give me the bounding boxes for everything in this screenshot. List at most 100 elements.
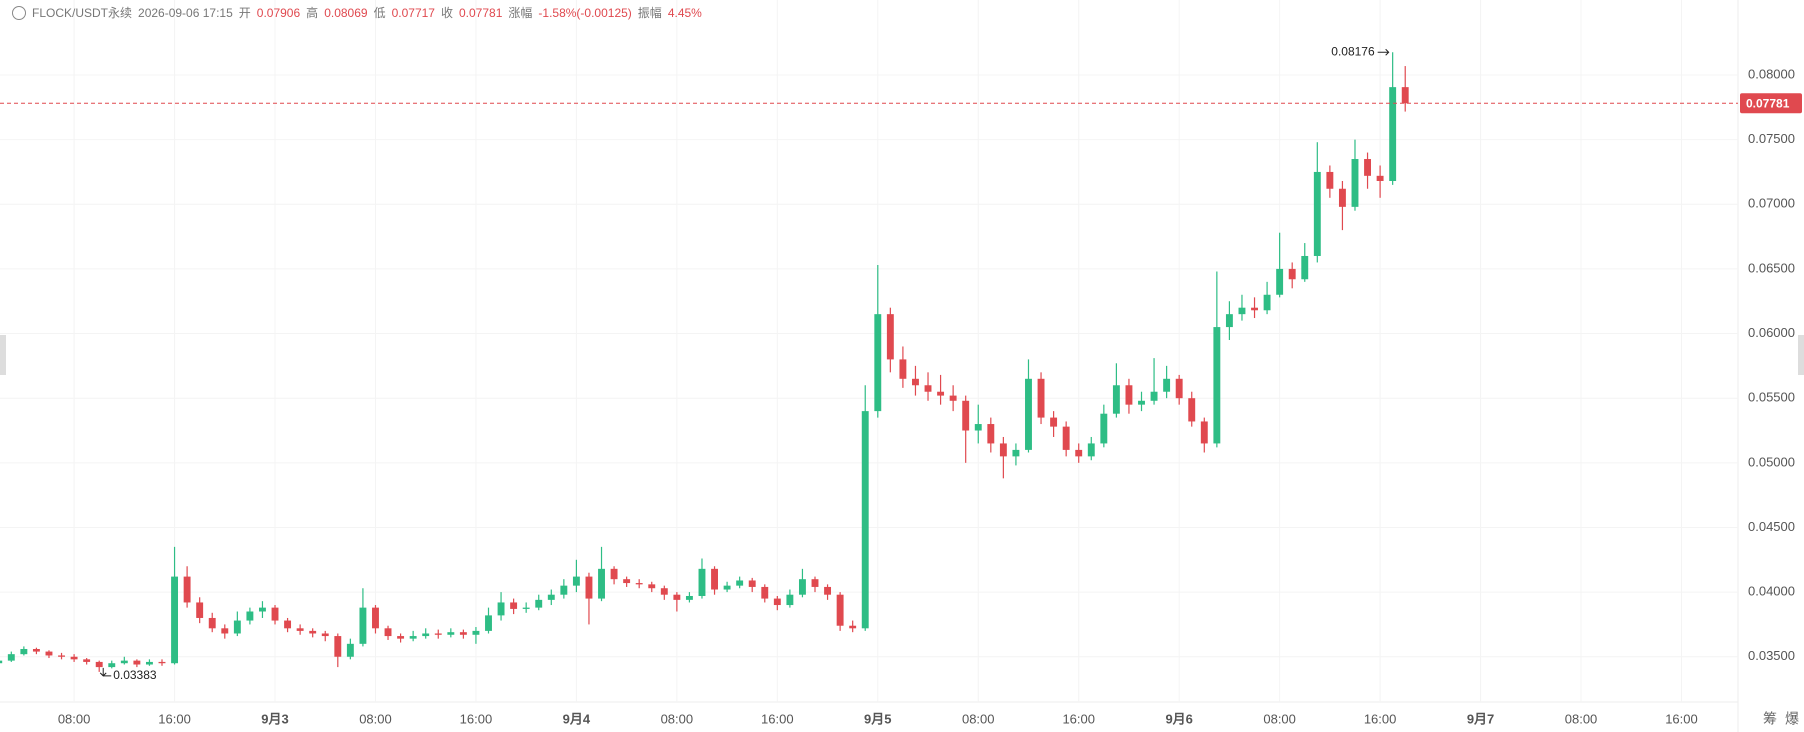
max-arrow: [1377, 48, 1390, 56]
candle-body: [20, 648, 28, 655]
label: 开: [238, 6, 251, 20]
candle-body: [359, 607, 367, 644]
y-tick-label: 0.05000: [1748, 454, 1795, 469]
footer-button[interactable]: 爆: [1785, 711, 1799, 727]
candle-body: [510, 602, 518, 609]
value: -1.58%(-0.00125): [538, 5, 632, 20]
candle-body: [1326, 171, 1334, 189]
x-tick-label: 16:00: [1364, 711, 1397, 726]
candle-body: [246, 611, 254, 621]
candle-body: [1087, 443, 1095, 457]
max-label: 0.08176: [1331, 44, 1375, 58]
last-price-box: [1740, 93, 1802, 114]
candle-body: [1200, 421, 1208, 444]
x-tick-label: 9月7: [1467, 711, 1494, 726]
candle-body: [45, 651, 53, 656]
candle-body: [623, 579, 631, 584]
x-tick-label: 08:00: [962, 711, 995, 726]
candle-body: [447, 632, 455, 635]
x-tick-label: 08:00: [661, 711, 694, 726]
candle-body: [120, 660, 128, 664]
candle-body: [698, 568, 706, 596]
value: 0.07717: [391, 5, 435, 20]
candle-body: [1188, 398, 1196, 422]
candle-body: [434, 633, 442, 635]
candle-body: [748, 580, 756, 587]
candle-body: [535, 599, 543, 608]
candle-body: [685, 595, 693, 600]
candle-body: [1276, 268, 1284, 295]
value: 0.07781: [459, 5, 503, 20]
candle-body: [949, 395, 957, 401]
candle-body: [987, 424, 995, 444]
candle-body: [133, 660, 141, 665]
candle-body: [422, 633, 430, 637]
candle-body: [108, 663, 116, 668]
candle-body: [1138, 400, 1145, 405]
candle-body: [999, 443, 1007, 457]
candle-body: [761, 586, 769, 599]
candle-body: [95, 661, 103, 668]
candle-body: [723, 585, 731, 590]
candle-body: [1050, 417, 1058, 427]
candle-body: [1012, 449, 1020, 457]
candle-body: [560, 585, 568, 595]
candle-body: [309, 630, 317, 634]
candle-body: [648, 584, 656, 589]
collapse-icon[interactable]: [12, 5, 26, 20]
candle-body: [1150, 391, 1158, 401]
y-tick-label: 0.03500: [1748, 648, 1795, 663]
candle-body: [1251, 307, 1258, 311]
candle-body: [1225, 314, 1233, 328]
y-tick-label: 0.08000: [1748, 66, 1795, 81]
candle-body: [271, 607, 279, 621]
candle-body: [1313, 171, 1321, 256]
candle-body: [1389, 87, 1397, 181]
candle-body: [1037, 378, 1045, 418]
candle-body: [711, 568, 718, 590]
candle-body: [974, 424, 982, 431]
candle-body: [937, 391, 945, 396]
candle-body: [1364, 159, 1371, 176]
x-tick-label: 9月6: [1165, 711, 1192, 726]
x-tick-label: 9月3: [261, 711, 288, 726]
candle-body: [485, 615, 492, 631]
candle-body: [1075, 449, 1083, 457]
symbol[interactable]: FLOCK/USDT永续: [32, 6, 133, 20]
side-tab[interactable]: [1798, 335, 1804, 375]
x-tick-label: 16:00: [460, 711, 493, 726]
candle-body: [346, 643, 354, 657]
candle-body: [736, 580, 744, 586]
candle-body: [635, 583, 643, 585]
candle-body: [572, 576, 580, 586]
label: 收: [440, 6, 453, 20]
candle-body: [899, 359, 907, 379]
candle-body: [585, 576, 593, 599]
y-tick-label: 0.07500: [1748, 131, 1795, 146]
y-tick-label: 0.07000: [1748, 196, 1795, 211]
candle-body: [1025, 378, 1032, 450]
side-tab[interactable]: [0, 335, 6, 375]
candle-body: [924, 385, 932, 392]
candle-body: [1163, 378, 1171, 392]
candle-body: [1401, 87, 1409, 104]
candle-body: [824, 586, 832, 595]
candle-body: [1351, 159, 1359, 207]
value: 0.07906: [256, 5, 301, 20]
candle-body: [171, 576, 179, 664]
candle-body: [811, 579, 819, 587]
x-tick-label: 9月5: [864, 711, 891, 726]
x-tick-label: 08:00: [1565, 711, 1598, 726]
candle-body: [1213, 327, 1221, 444]
candle-body: [1238, 307, 1246, 315]
x-tick-label: 08:00: [58, 711, 91, 726]
candle-body: [384, 628, 392, 637]
footer-button[interactable]: 筹: [1763, 711, 1777, 727]
x-tick-label: 16:00: [1665, 711, 1698, 726]
candle-body: [1112, 385, 1120, 414]
candle-body: [849, 625, 857, 629]
candle-body: [472, 630, 480, 635]
candle-body: [183, 576, 191, 603]
